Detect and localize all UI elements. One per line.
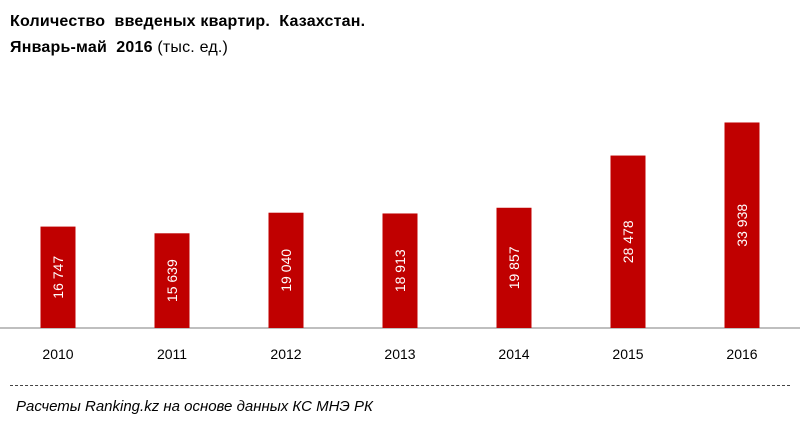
x-tick-label-2016: 2016	[726, 346, 757, 362]
title-unit: (тыс. ед.)	[157, 39, 229, 56]
x-tick-label-2012: 2012	[270, 346, 301, 362]
bar-2014	[496, 207, 532, 328]
title-line-1: Количество введеных квартир. Казахстан.	[10, 13, 366, 30]
x-tick-label-2014: 2014	[498, 346, 529, 362]
title-line-2: Январь-май 2016 (тыс. ед.)	[10, 35, 365, 61]
data-label-2011: 15 639	[164, 259, 180, 302]
x-tick-label-2010: 2010	[42, 346, 73, 362]
data-label-2016: 33 938	[734, 204, 750, 247]
source-note: Расчеты Ranking.kz на основе данных КС М…	[16, 398, 373, 415]
bar-2012	[268, 212, 304, 328]
data-label-2010: 16 747	[50, 256, 66, 299]
divider-line	[10, 385, 790, 386]
data-label-2015: 28 478	[620, 220, 636, 263]
bar-chart: 16 747 2010 15 639 2011 19 040 2012 18 913 2013…	[0, 122, 800, 362]
chart-title: Количество введеных квартир. Казахстан. …	[10, 9, 365, 61]
x-tick-label-2011: 2011	[157, 346, 187, 362]
bar-2013	[382, 213, 418, 328]
title-period: Январь-май 2016	[10, 39, 153, 56]
bar-2015	[610, 155, 646, 328]
bar-2011	[154, 233, 190, 328]
x-tick-label-2013: 2013	[384, 346, 415, 362]
x-tick-label-2015: 2015	[612, 346, 643, 362]
bar-2010	[40, 226, 76, 328]
data-label-2012: 19 040	[278, 249, 294, 292]
bar-2016	[724, 122, 760, 328]
data-label-2013: 18 913	[392, 249, 408, 292]
data-label-2014: 19 857	[506, 246, 522, 289]
